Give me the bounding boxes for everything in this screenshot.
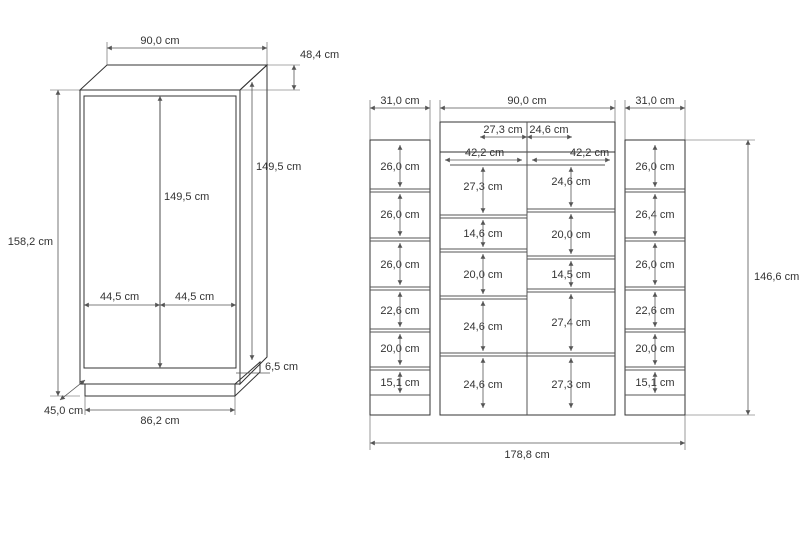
dim-90-top: 90,0 cm [140, 35, 179, 47]
dim-86-2: 86,2 cm [140, 415, 179, 427]
dim-149-5b: 149,5 cm [256, 161, 301, 173]
dim-44-5a: 44,5 cm [100, 291, 139, 303]
dim-158-2: 158,2 cm [8, 236, 53, 248]
dim-48-4: 48,4 cm [300, 49, 339, 61]
dim-27-3-top: 27,3 cm [483, 124, 522, 136]
dim-24-6-top: 24,6 cm [529, 124, 568, 136]
cabinet-open-view: 31,0 cm 90,0 cm 31,0 cm 27,3 cm 24,6 cm … [370, 95, 799, 461]
dim-146-6: 146,6 cm [754, 271, 799, 283]
dim-42-2b: 42,2 cm [570, 147, 609, 159]
dim-42-2a: 42,2 cm [465, 147, 504, 159]
technical-drawing: 90,0 cm 48,4 cm 158,2 cm 149,5 cm 149,5 … [0, 0, 800, 533]
dim-149-5a: 149,5 cm [164, 191, 209, 203]
cabinet-closed-view: 90,0 cm 48,4 cm 158,2 cm 149,5 cm 149,5 … [8, 35, 339, 427]
dim-45-0: 45,0 cm [44, 405, 83, 417]
dim-44-5b: 44,5 cm [175, 291, 214, 303]
dim-31-right: 31,0 cm [635, 95, 674, 107]
dim-178-8: 178,8 cm [504, 449, 549, 461]
dim-31-left: 31,0 cm [380, 95, 419, 107]
dim-6-5: 6,5 cm [265, 361, 298, 373]
dim-90-center: 90,0 cm [507, 95, 546, 107]
